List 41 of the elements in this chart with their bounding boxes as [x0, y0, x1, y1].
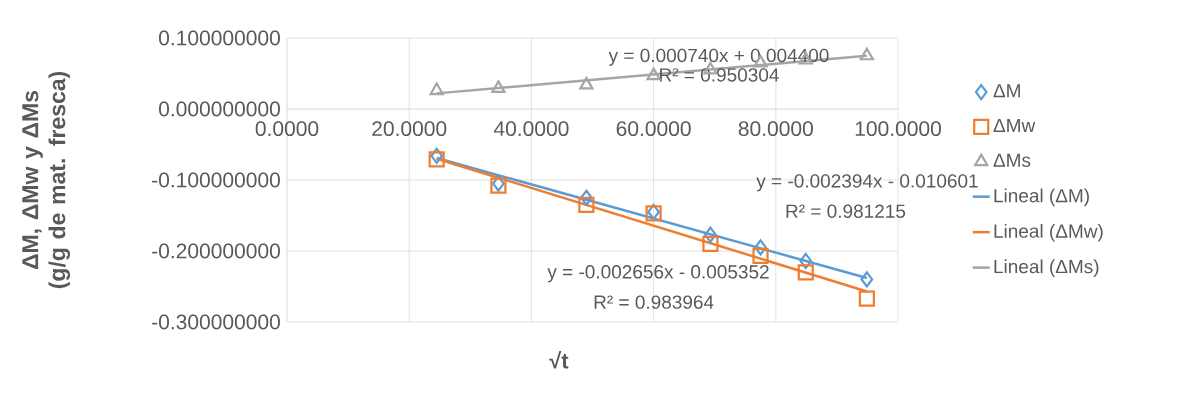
- legend-label: ΔMs: [993, 153, 1031, 167]
- point: [491, 80, 506, 94]
- point: [858, 290, 875, 307]
- point: [578, 196, 595, 213]
- annotation: R² = 0.983964: [594, 295, 714, 309]
- point: [797, 264, 814, 281]
- legend-label: Lineal (ΔMw): [994, 223, 1103, 242]
- point: [430, 147, 444, 164]
- point: [799, 252, 813, 270]
- y-tick-label: -0.300000000: [152, 314, 280, 330]
- y-tick-label: -0.100000000: [152, 172, 280, 188]
- x-tick-label: 0.0000: [255, 121, 319, 137]
- point: [859, 47, 875, 61]
- point: [579, 76, 594, 90]
- point: [754, 239, 767, 256]
- y-tick-label: 0.000000000: [159, 101, 280, 117]
- annotation: R² = 0.981215: [786, 204, 906, 218]
- point: [429, 82, 444, 96]
- point: [580, 189, 593, 206]
- x-axis-title: √t: [549, 350, 569, 369]
- y-tick-label: -0.200000000: [152, 243, 280, 259]
- y-tick-label: 0.100000000: [159, 30, 280, 46]
- legend-label: ΔM: [993, 84, 1020, 98]
- annotation: y = -0.002656x - 0.005352: [547, 265, 769, 283]
- point: [702, 235, 719, 252]
- point: [752, 247, 769, 265]
- x-tick-label: 60.0000: [616, 121, 691, 137]
- legend-label: Lineal (ΔMs): [994, 259, 1099, 278]
- annotation: y = -0.002394x - 0.010601: [756, 174, 978, 192]
- annotation: R² = 0.950304: [660, 68, 779, 82]
- legend-label: ΔMw: [993, 118, 1036, 133]
- point: [646, 67, 661, 81]
- point: [428, 151, 445, 168]
- x-tick-label: 40.0000: [493, 121, 569, 137]
- x-tick-label: 100.0000: [855, 121, 941, 137]
- x-tick-label: 80.0000: [738, 121, 813, 137]
- point: [704, 226, 717, 243]
- x-tick-label: 20.0000: [372, 121, 447, 137]
- point: [860, 271, 874, 288]
- y-axis-title: ΔM, ΔMw y ΔMs (g/g de mat. fresca): [22, 71, 70, 289]
- legend-label: Lineal (ΔM): [994, 188, 1089, 207]
